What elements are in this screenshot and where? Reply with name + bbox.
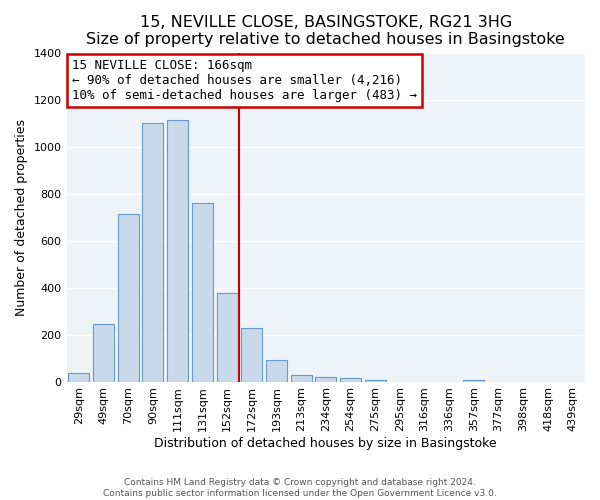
Title: 15, NEVILLE CLOSE, BASINGSTOKE, RG21 3HG
Size of property relative to detached h: 15, NEVILLE CLOSE, BASINGSTOKE, RG21 3HG… <box>86 15 565 48</box>
Bar <box>463 380 484 382</box>
Bar <box>167 120 188 382</box>
Bar <box>93 324 114 382</box>
Bar <box>241 328 262 382</box>
Bar <box>68 374 89 382</box>
Bar <box>142 123 163 382</box>
Bar <box>340 378 361 382</box>
Bar <box>315 377 336 382</box>
Bar <box>118 214 139 382</box>
Y-axis label: Number of detached properties: Number of detached properties <box>15 118 28 316</box>
Bar <box>365 380 386 382</box>
Bar <box>290 374 311 382</box>
Bar <box>266 360 287 382</box>
X-axis label: Distribution of detached houses by size in Basingstoke: Distribution of detached houses by size … <box>154 437 497 450</box>
Text: 15 NEVILLE CLOSE: 166sqm
← 90% of detached houses are smaller (4,216)
10% of sem: 15 NEVILLE CLOSE: 166sqm ← 90% of detach… <box>72 60 417 102</box>
Bar <box>217 294 238 382</box>
Text: Contains HM Land Registry data © Crown copyright and database right 2024.
Contai: Contains HM Land Registry data © Crown c… <box>103 478 497 498</box>
Bar <box>192 203 213 382</box>
